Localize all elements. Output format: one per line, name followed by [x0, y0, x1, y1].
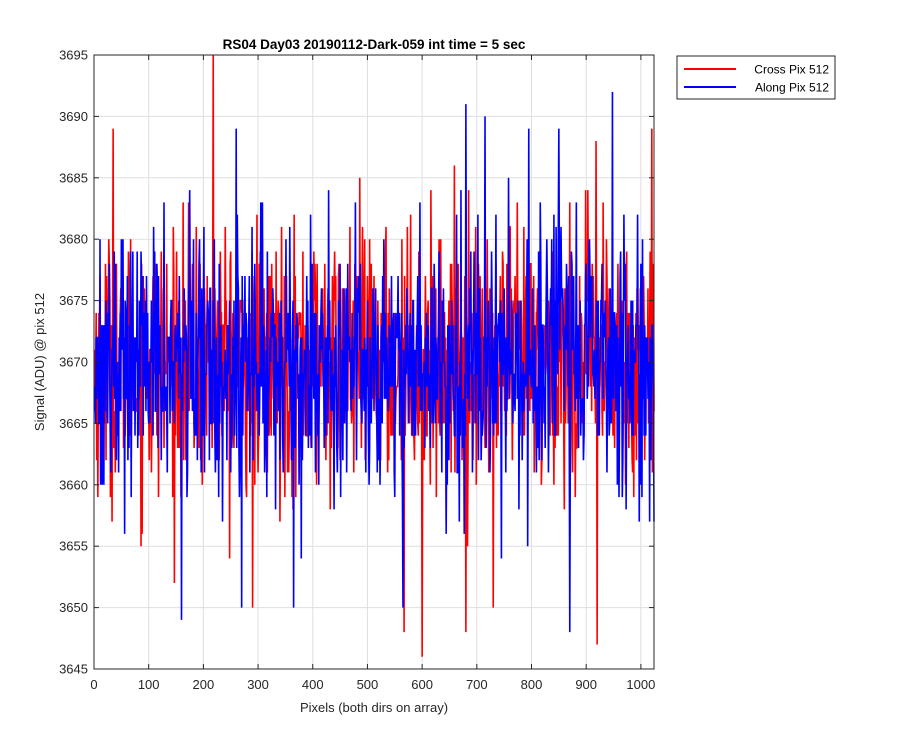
y-tick-label: 3650 [59, 600, 88, 615]
legend-label-cross-pix: Cross Pix 512 [754, 63, 829, 77]
y-tick-label: 3660 [59, 477, 88, 492]
y-tick-label: 3695 [59, 48, 88, 63]
y-tick-label: 3685 [59, 170, 88, 185]
x-tick-label: 700 [466, 677, 488, 692]
x-tick-label: 900 [575, 677, 597, 692]
y-tick-label: 3645 [59, 662, 88, 677]
legend[interactable]: Cross Pix 512 Along Pix 512 [676, 55, 836, 100]
x-axis-label: Pixels (both dirs on array) [300, 700, 448, 715]
legend-label-along-pix: Along Pix 512 [755, 81, 829, 95]
x-tick-label: 600 [411, 677, 433, 692]
x-tick-label: 300 [247, 677, 269, 692]
y-tick-label: 3670 [59, 355, 88, 370]
x-tick-label: 200 [193, 677, 215, 692]
y-tick-label: 3690 [59, 109, 88, 124]
y-axis-label: Signal (ADU) @ pix 512 [32, 293, 47, 431]
axis-ticks: 0 100 200 300 400 500 600 700 800 900 1000 3645 3650… [59, 48, 655, 693]
x-tick-label: 800 [521, 677, 543, 692]
y-tick-label: 3680 [59, 232, 88, 247]
series-layer [93, 54, 655, 657]
y-tick-label: 3675 [59, 293, 88, 308]
x-tick-label: 100 [138, 677, 160, 692]
x-tick-label: 500 [357, 677, 379, 692]
x-tick-label: 0 [90, 677, 97, 692]
y-tick-label: 3655 [59, 539, 88, 554]
x-tick-label: 400 [302, 677, 324, 692]
legend-box [676, 55, 836, 100]
x-tick-label: 1000 [626, 677, 655, 692]
series-line-along-pix-512 [93, 91, 655, 633]
y-tick-label: 3665 [59, 416, 88, 431]
chart-title: RS04 Day03 20190112-Dark-059 int time = … [223, 37, 526, 52]
